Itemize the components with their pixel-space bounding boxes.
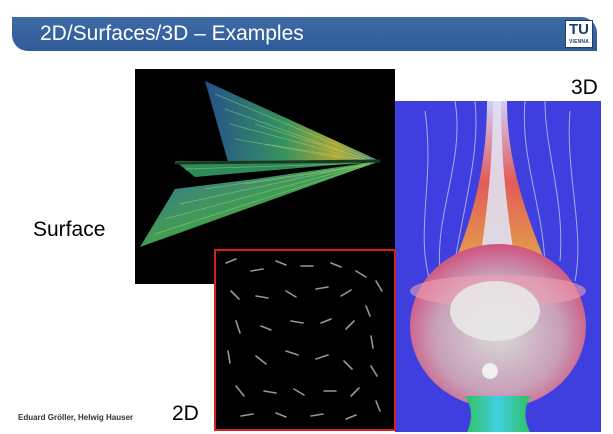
surface-flow-image (135, 69, 395, 284)
surface-label: Surface (33, 218, 106, 241)
logo-subtext: VIENNA (568, 39, 590, 45)
slide-title: 2D/Surfaces/3D – Examples (40, 22, 304, 45)
tu-vienna-logo-icon: TU VIENNA (565, 20, 593, 48)
logo-text: TU (569, 21, 589, 38)
footer-authors: Eduard Gröller, Helwig Hauser (18, 413, 134, 422)
3d-label: 3D (571, 76, 598, 99)
2d-flow-image (214, 249, 396, 431)
3d-flow-image (395, 101, 601, 432)
title-bar: 2D/Surfaces/3D – Examples (12, 17, 597, 51)
2d-label: 2D (172, 402, 199, 425)
